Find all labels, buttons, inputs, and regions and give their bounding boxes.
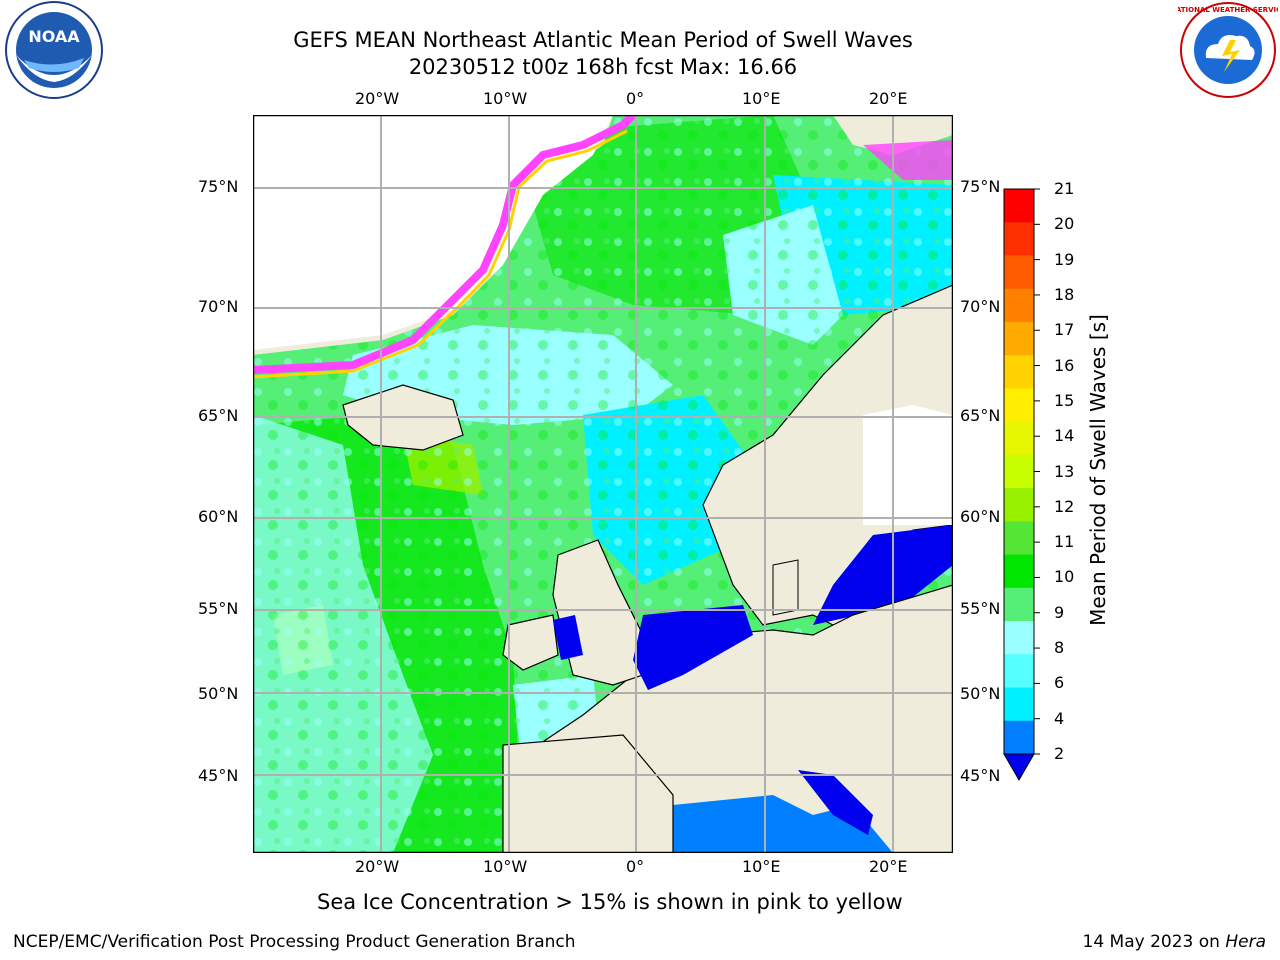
- lon-label-bottom: 10°E: [742, 857, 781, 876]
- colorbar-segment: [1004, 321, 1034, 356]
- colorbar-tick-label: 6: [1054, 673, 1065, 693]
- lat-label-left: 55°N: [198, 599, 239, 618]
- colorbar-tick-label: 14: [1054, 426, 1075, 446]
- colorbar-segment: [1004, 720, 1034, 755]
- lat-label-left: 70°N: [198, 297, 239, 316]
- colorbar-segment: [1004, 454, 1034, 489]
- colorbar-segment: [1004, 255, 1034, 290]
- nws-logo: NATIONAL WEATHER SERVICE: [1178, 2, 1278, 98]
- colorbar-segment: [1004, 587, 1034, 622]
- host-name: Hera: [1225, 932, 1266, 952]
- colorbar: [1003, 188, 1040, 782]
- colorbar-under-triangle: [1003, 753, 1035, 782]
- colorbar-segment: [1004, 222, 1034, 256]
- noaa-logo: NOAA: [5, 1, 103, 99]
- english-channel: [633, 605, 753, 690]
- map-title: GEFS MEAN Northeast Atlantic Mean Period…: [293, 28, 913, 52]
- sea-ice-edge: [253, 115, 636, 374]
- irish-sea: [553, 615, 583, 660]
- map-subtitle: 20230512 t00z 168h fcst Max: 16.66: [408, 55, 798, 79]
- lon-label-top: 0°: [626, 89, 645, 108]
- colorbar-segment: [1004, 654, 1034, 689]
- nws-logo-text: NATIONAL WEATHER SERVICE: [1178, 6, 1278, 14]
- colorbar-tick-label: 13: [1054, 461, 1075, 481]
- colorbar-segment: [1004, 189, 1034, 223]
- iberia-land: [502, 734, 674, 853]
- colorbar-tick-label: 10: [1054, 567, 1075, 587]
- colorbar-tick-label: 12: [1054, 496, 1075, 516]
- lon-label-top: 20°E: [869, 89, 908, 108]
- sea-ice-edge-yellow: [253, 129, 628, 379]
- credit-line: NCEP/EMC/Verification Post Processing Pr…: [13, 932, 576, 952]
- lat-label-right: 65°N: [960, 406, 1001, 425]
- date-text: 14 May 2023 on: [1082, 932, 1226, 952]
- colorbar-tick-label: 11: [1054, 532, 1075, 552]
- lon-label-bottom: 10°W: [483, 857, 528, 876]
- lat-label-right: 70°N: [960, 297, 1001, 316]
- lat-label-right: 45°N: [960, 766, 1001, 785]
- sea-ice-note: Sea Ice Concentration > 15% is shown in …: [317, 890, 903, 914]
- lon-label-bottom: 20°W: [355, 857, 400, 876]
- lon-label-bottom: 0°: [626, 857, 645, 876]
- colorbar-segment: [1004, 621, 1034, 655]
- colorbar-segment: [1004, 355, 1034, 389]
- lon-label-top: 10°W: [483, 89, 528, 108]
- noaa-logo-text: NOAA: [28, 27, 80, 46]
- colorbar-segment: [1004, 421, 1034, 456]
- colorbar-tick-label: 20: [1054, 214, 1075, 234]
- lat-label-left: 60°N: [198, 507, 239, 526]
- lat-label-left: 45°N: [198, 766, 239, 785]
- colorbar-segment: [1004, 488, 1034, 522]
- ireland-land: [502, 614, 559, 671]
- colorbar-tick-label: 4: [1054, 708, 1065, 728]
- lon-label-top: 20°W: [355, 89, 400, 108]
- svalbard-ice: [863, 140, 953, 180]
- colorbar-tick-label: 15: [1054, 390, 1075, 410]
- colorbar-tick-label: 8: [1054, 638, 1065, 658]
- colorbar-segment: [1004, 687, 1034, 722]
- baltic-sea: [813, 525, 953, 625]
- lon-label-bottom: 20°E: [869, 857, 908, 876]
- lat-label-right: 55°N: [960, 599, 1001, 618]
- lat-label-right: 60°N: [960, 507, 1001, 526]
- denmark-land: [772, 559, 799, 616]
- colorbar-tick-label: 19: [1054, 249, 1075, 269]
- colorbar-tick-label: 18: [1054, 284, 1075, 304]
- lon-label-top: 10°E: [742, 89, 781, 108]
- colorbar-segment: [1004, 521, 1034, 556]
- swell-period-map: [253, 115, 953, 853]
- lat-label-left: 75°N: [198, 177, 239, 196]
- colorbar-tick-label: 17: [1054, 320, 1075, 340]
- colorbar-title: Mean Period of Swell Waves [s]: [1086, 314, 1110, 626]
- lat-label-left: 50°N: [198, 684, 239, 703]
- lat-label-right: 50°N: [960, 684, 1001, 703]
- sweden-white: [863, 405, 953, 525]
- graticule: [253, 115, 953, 853]
- lat-label-right: 75°N: [960, 177, 1001, 196]
- colorbar-tick-label: 21: [1054, 179, 1075, 198]
- colorbar-segment: [1004, 288, 1034, 323]
- colorbar-tick-label: 16: [1054, 355, 1075, 375]
- date-line: 14 May 2023 on Hera: [1083, 932, 1267, 952]
- lat-label-left: 65°N: [198, 406, 239, 425]
- adriatic-sea: [798, 770, 873, 835]
- colorbar-tick-label: 2: [1054, 744, 1065, 763]
- colorbar-segment: [1004, 388, 1034, 423]
- colorbar-tick-label: 9: [1054, 602, 1065, 622]
- colorbar-segment: [1004, 554, 1034, 589]
